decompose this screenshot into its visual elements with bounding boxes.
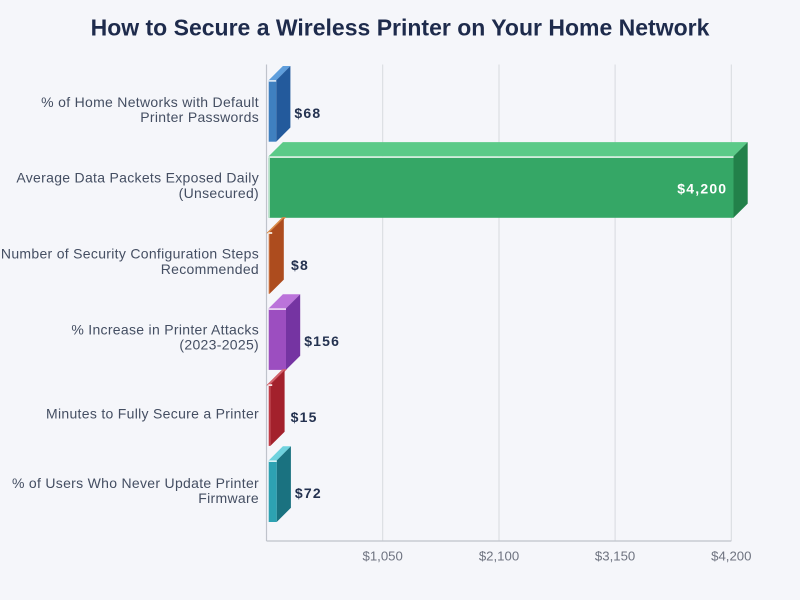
svg-text:(2023-2025): (2023-2025) — [179, 337, 259, 353]
svg-text:Recommended: Recommended — [161, 261, 259, 277]
svg-text:Firmware: Firmware — [198, 490, 259, 506]
svg-text:% of Home Networks with Defaul: % of Home Networks with Default — [41, 94, 259, 110]
svg-text:Average Data Packets Exposed D: Average Data Packets Exposed Daily — [16, 170, 259, 186]
svg-text:$4,200: $4,200 — [711, 549, 751, 564]
svg-text:$3,150: $3,150 — [595, 549, 635, 564]
svg-text:How to Secure a Wireless Print: How to Secure a Wireless Printer on Your… — [91, 15, 710, 41]
svg-text:$156: $156 — [304, 333, 340, 349]
svg-text:Minutes to Fully Secure a Prin: Minutes to Fully Secure a Printer — [46, 406, 259, 422]
svg-text:Printer Passwords: Printer Passwords — [140, 109, 259, 125]
svg-text:$4,200: $4,200 — [677, 181, 727, 197]
svg-text:% of Users Who Never Update Pr: % of Users Who Never Update Printer — [12, 475, 259, 491]
svg-text:Number of Security Configurati: Number of Security Configuration Steps — [1, 246, 259, 262]
svg-text:$8: $8 — [291, 257, 309, 273]
svg-text:$1,050: $1,050 — [363, 549, 403, 564]
svg-text:% Increase in Printer Attacks: % Increase in Printer Attacks — [71, 321, 259, 337]
svg-text:$2,100: $2,100 — [479, 549, 519, 564]
svg-text:$15: $15 — [291, 409, 318, 425]
svg-text:(Unsecured): (Unsecured) — [179, 185, 259, 201]
svg-text:$68: $68 — [294, 105, 321, 121]
svg-text:$72: $72 — [295, 485, 322, 501]
